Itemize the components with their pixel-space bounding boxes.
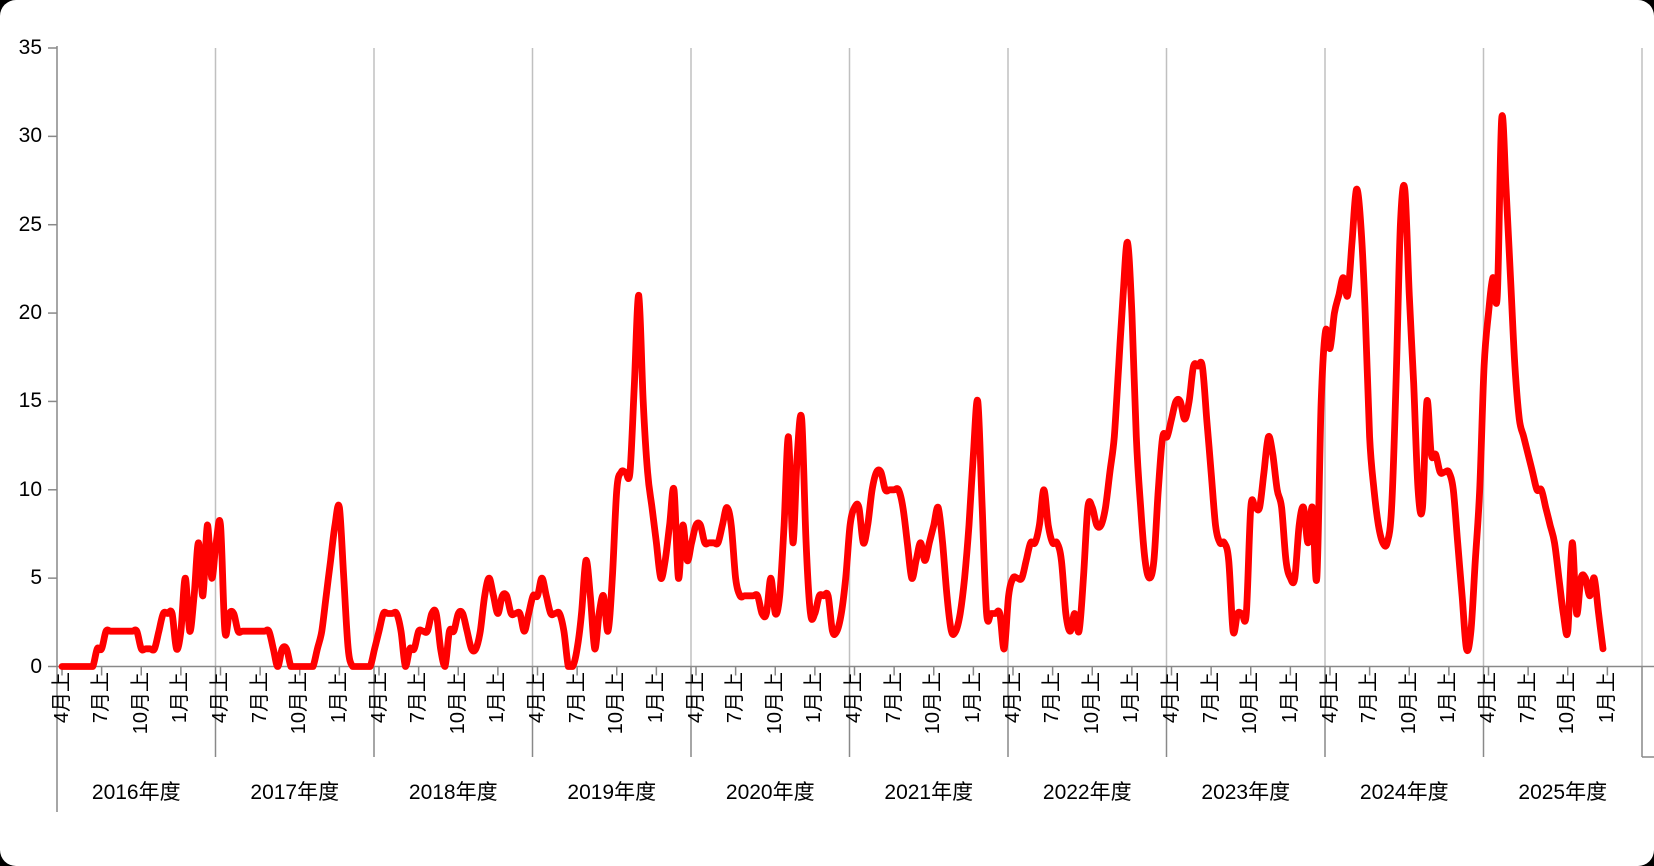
x-axis-tick-label: 10月上: [129, 672, 152, 735]
x-axis-tick-label: 1月上: [486, 672, 509, 724]
y-axis-label: 0: [30, 654, 42, 678]
y-axis-label: 25: [18, 212, 42, 236]
x-axis-tick-label: 1月上: [169, 672, 192, 724]
x-axis-tick-label: 1月上: [1437, 672, 1460, 724]
x-axis-tick-label: 4月上: [526, 672, 548, 724]
fiscal-year-label: 2019年度: [567, 781, 657, 804]
x-axis-tick-label: 10月上: [1080, 672, 1103, 735]
x-axis-tick-label: 7月上: [407, 672, 430, 724]
x-axis-tick-label: 1月上: [1595, 672, 1618, 724]
x-axis-tick-label: 10月上: [605, 672, 628, 735]
x-axis-tick-label: 7月上: [724, 672, 747, 724]
x-axis-tick-label: 7月上: [1199, 672, 1222, 724]
y-axis-label: 35: [18, 36, 42, 59]
fiscal-year-label: 2025年度: [1518, 781, 1608, 804]
fiscal-year-label: 2021年度: [884, 781, 974, 804]
fiscal-year-label: 2018年度: [408, 781, 498, 804]
x-axis-tick-label: 1月上: [803, 672, 826, 724]
x-axis-tick-label: 4月上: [1001, 672, 1024, 724]
fiscal-year-label: 2020年度: [725, 781, 815, 804]
x-axis-tick-label: 1月上: [961, 672, 984, 724]
x-axis-tick-label: 1月上: [644, 672, 667, 724]
fiscal-year-label: 2017年度: [250, 781, 340, 804]
fiscal-year-label: 2016年度: [91, 781, 181, 804]
x-axis-tick-label: 7月上: [882, 672, 905, 724]
x-axis-tick-label: 10月上: [763, 672, 786, 735]
x-axis-tick-label: 1月上: [1278, 672, 1301, 724]
y-axis-label: 10: [18, 477, 42, 501]
y-axis-label: 5: [30, 566, 42, 590]
y-axis-label: 15: [18, 389, 42, 413]
x-axis-tick-label: 4月上: [209, 672, 231, 724]
x-axis-tick-label: 10月上: [922, 672, 945, 735]
data-series-line: [58, 112, 1607, 670]
x-axis-tick-label: 10月上: [446, 672, 469, 735]
fiscal-year-label: 2023年度: [1201, 781, 1291, 804]
x-axis-tick-label: 10月上: [1397, 672, 1420, 735]
x-axis-tick-label: 7月上: [565, 672, 588, 724]
y-axis-label: 20: [18, 301, 42, 325]
x-axis-tick-label: 7月上: [90, 672, 113, 724]
fiscal-year-label: 2024年度: [1359, 781, 1449, 804]
x-axis-tick-label: 4月上: [50, 672, 73, 724]
x-axis-tick-label: 7月上: [1041, 672, 1064, 724]
x-axis-tick-label: 7月上: [1516, 672, 1539, 724]
x-axis-tick-label: 4月上: [684, 672, 707, 724]
x-axis-tick-label: 4月上: [1318, 672, 1341, 724]
x-axis-tick-label: 10月上: [1556, 672, 1579, 735]
x-axis-tick-label: 4月上: [1477, 672, 1499, 724]
x-axis-tick-label: 7月上: [248, 672, 271, 724]
fiscal-year-label: 2022年度: [1042, 781, 1132, 804]
x-axis-tick-label: 7月上: [1358, 672, 1381, 724]
x-axis-tick-label: 10月上: [288, 672, 311, 735]
x-axis-tick-label: 4月上: [367, 672, 390, 724]
x-axis-tick-label: 4月上: [843, 672, 865, 724]
x-axis-tick-label: 1月上: [327, 672, 350, 724]
y-axis-label: 30: [18, 124, 42, 148]
x-axis-tick-label: 4月上: [1160, 672, 1182, 724]
x-axis-tick-label: 1月上: [1120, 672, 1143, 724]
x-axis-tick-label: 10月上: [1239, 672, 1262, 735]
